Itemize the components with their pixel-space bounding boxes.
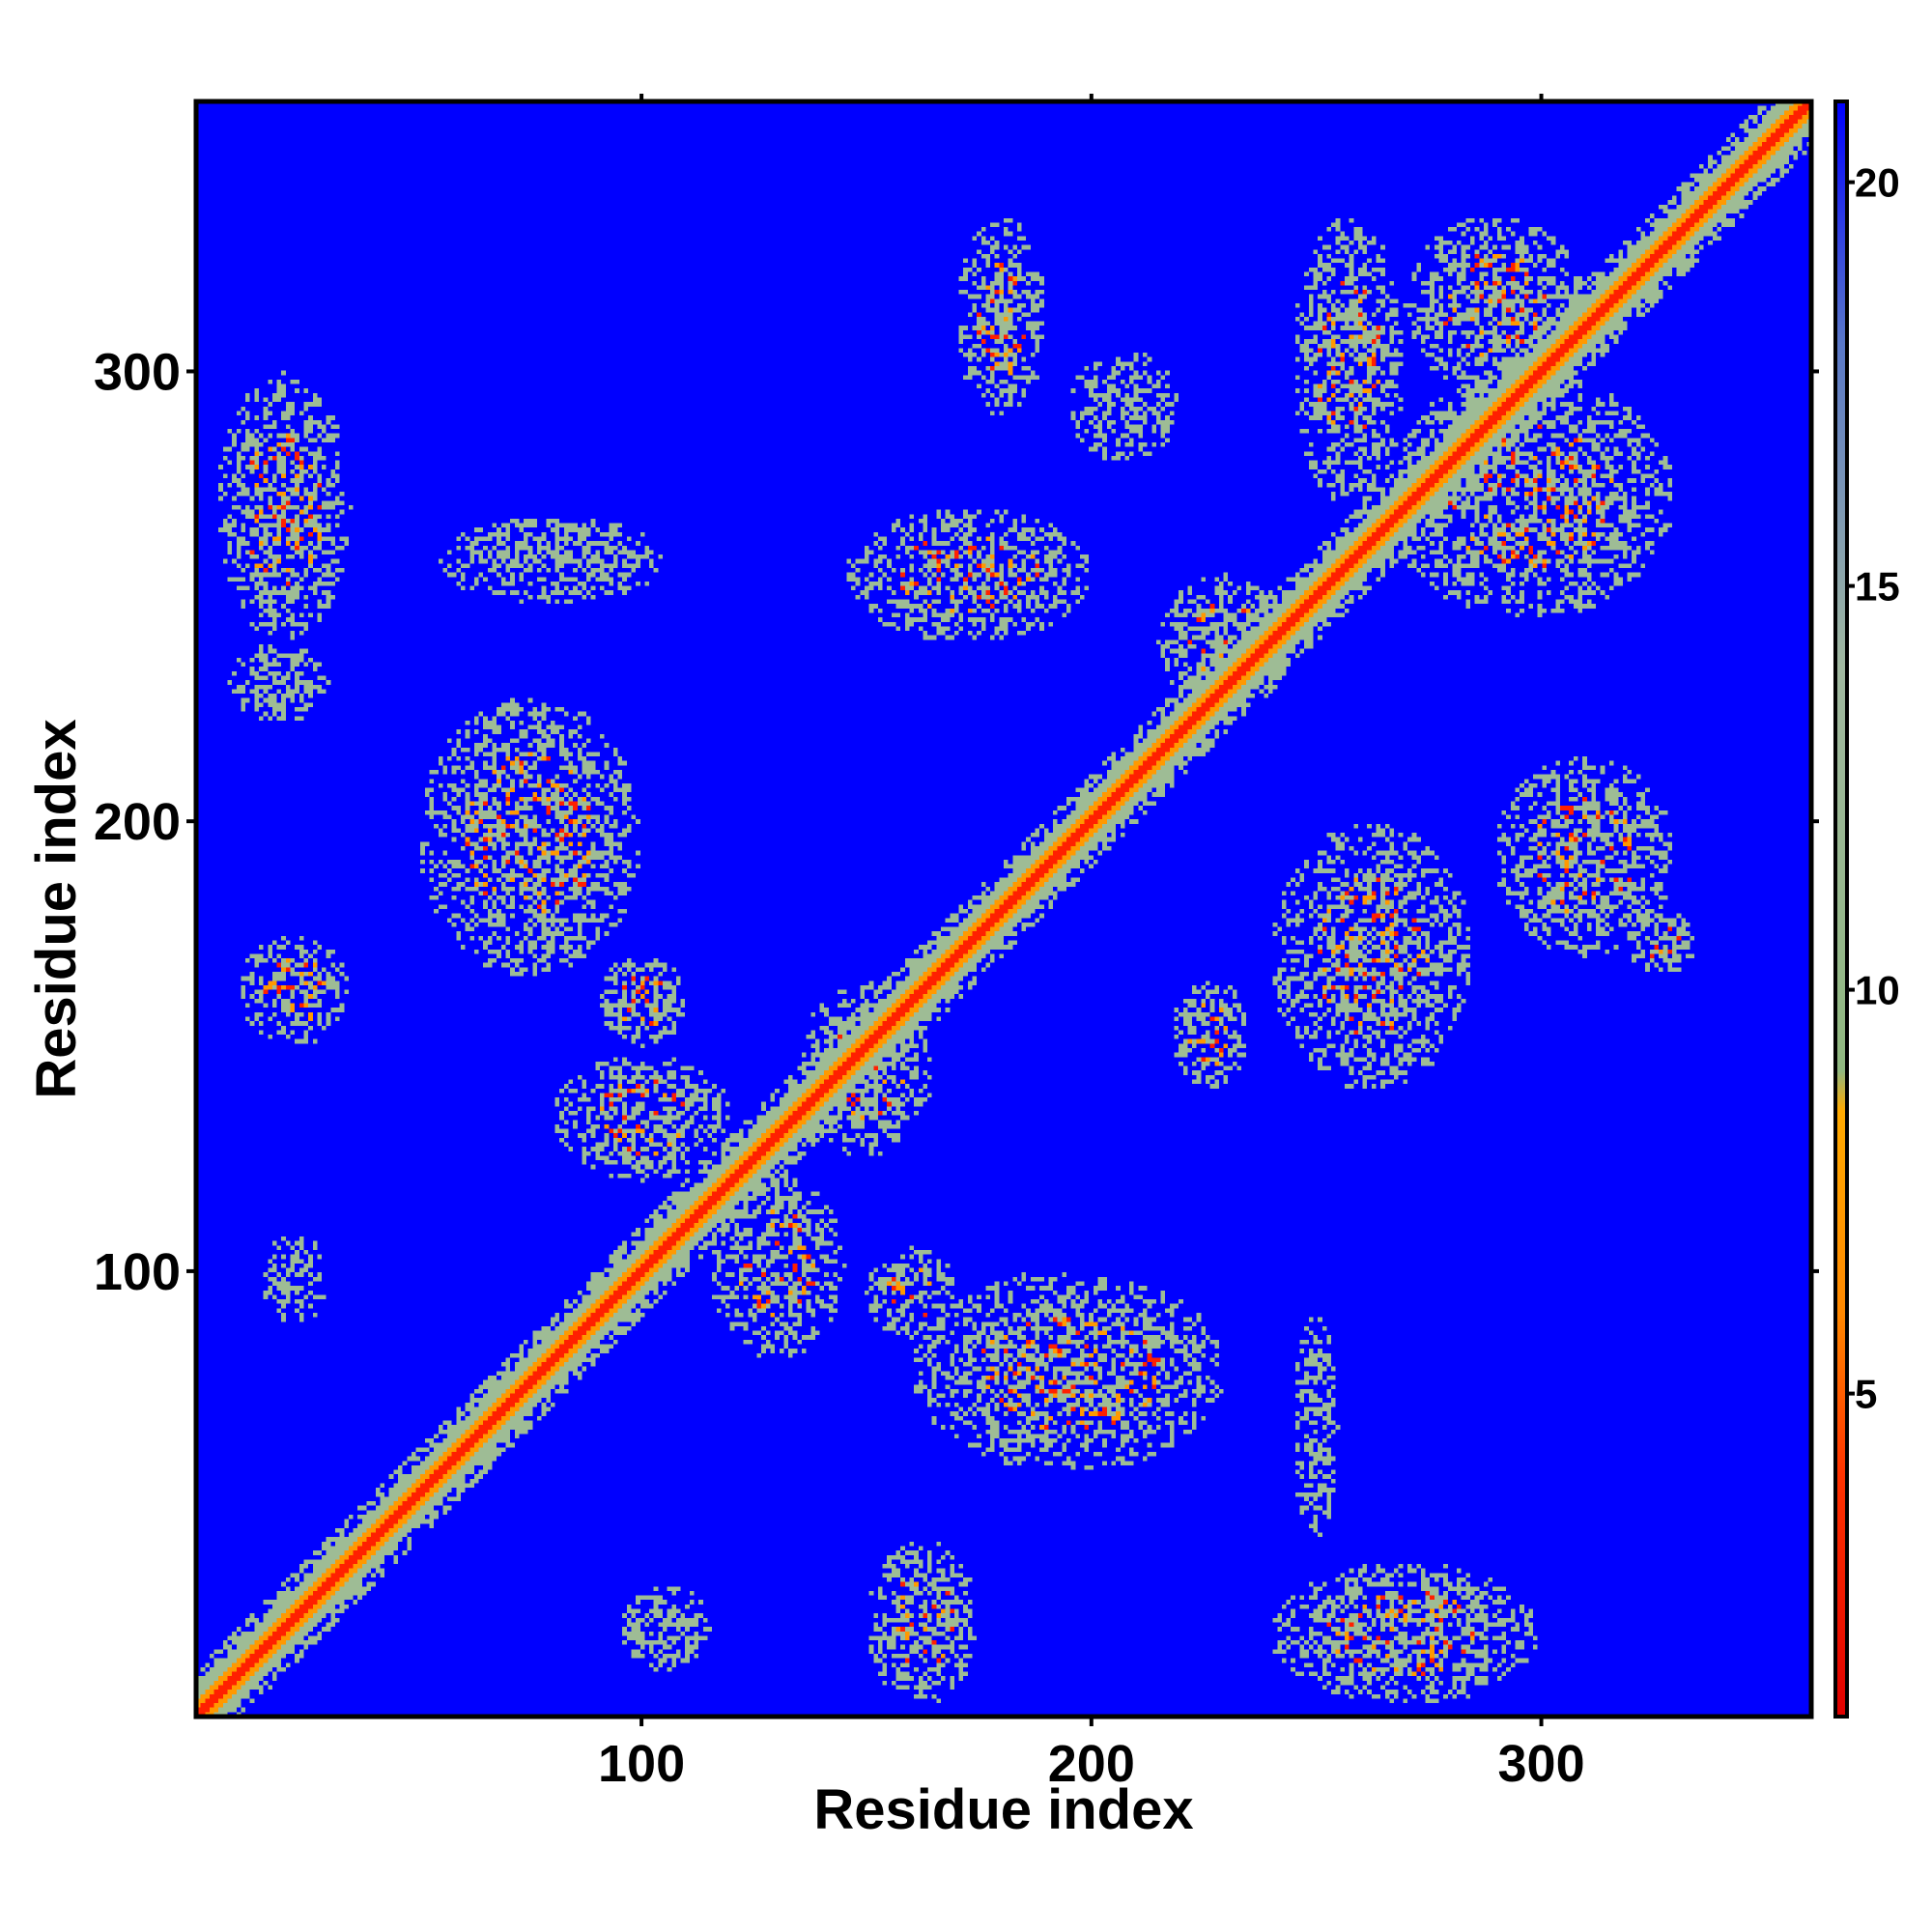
colorbar-tick-label: 20 — [1855, 160, 1900, 206]
colorbar-ticks: 5 10 15 20 — [1847, 160, 1900, 1417]
y-tick-label: 100 — [94, 1243, 181, 1301]
y-tick-label: 200 — [94, 793, 181, 851]
y-tick-label: 300 — [94, 343, 181, 401]
colorbar-tick-label: 10 — [1855, 968, 1900, 1013]
y-axis-title: Residue index — [25, 719, 88, 1098]
x-ticks: 100 200 300 — [598, 94, 1585, 1793]
x-axis-title: Residue index — [813, 1778, 1193, 1841]
x-tick-label: 300 — [1498, 1735, 1585, 1793]
x-tick-label: 200 — [1048, 1735, 1135, 1793]
y-ticks: 100 200 300 — [94, 343, 1819, 1301]
colorbar-frame — [1833, 99, 1849, 1719]
heatmap-layer — [196, 101, 1811, 1717]
colorbar-fill — [1835, 101, 1847, 1717]
colorbar: 5 10 15 20 — [1833, 99, 1900, 1719]
colorbar-tick-label: 15 — [1855, 564, 1900, 610]
heatmap-cells — [196, 101, 1811, 1717]
x-tick-label: 100 — [598, 1735, 685, 1793]
colorbar-tick-label: 5 — [1855, 1372, 1877, 1417]
plot-frame — [193, 99, 1814, 1719]
